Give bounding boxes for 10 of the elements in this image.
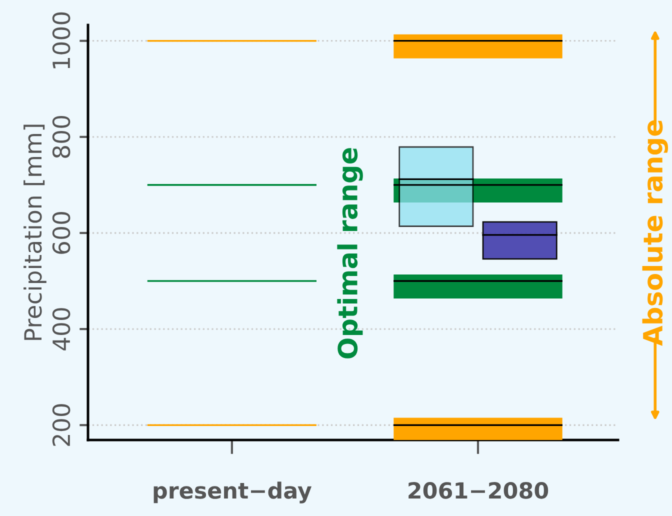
text: Optimal range: [337, 148, 363, 358]
y-axis-title: Precipitation [mm]: [24, 124, 46, 340]
text: Absolute range: [642, 120, 668, 346]
x-tick-label: 2061−2080: [408, 482, 548, 499]
y-tick-label: 400: [52, 308, 70, 350]
x-tick-label: present−day: [154, 482, 312, 504]
y-tick-label: 800: [52, 116, 70, 158]
y-tick-label: 600: [52, 212, 70, 254]
y-tick-label: 1000: [52, 12, 70, 68]
y-tick-label: 200: [52, 404, 70, 446]
